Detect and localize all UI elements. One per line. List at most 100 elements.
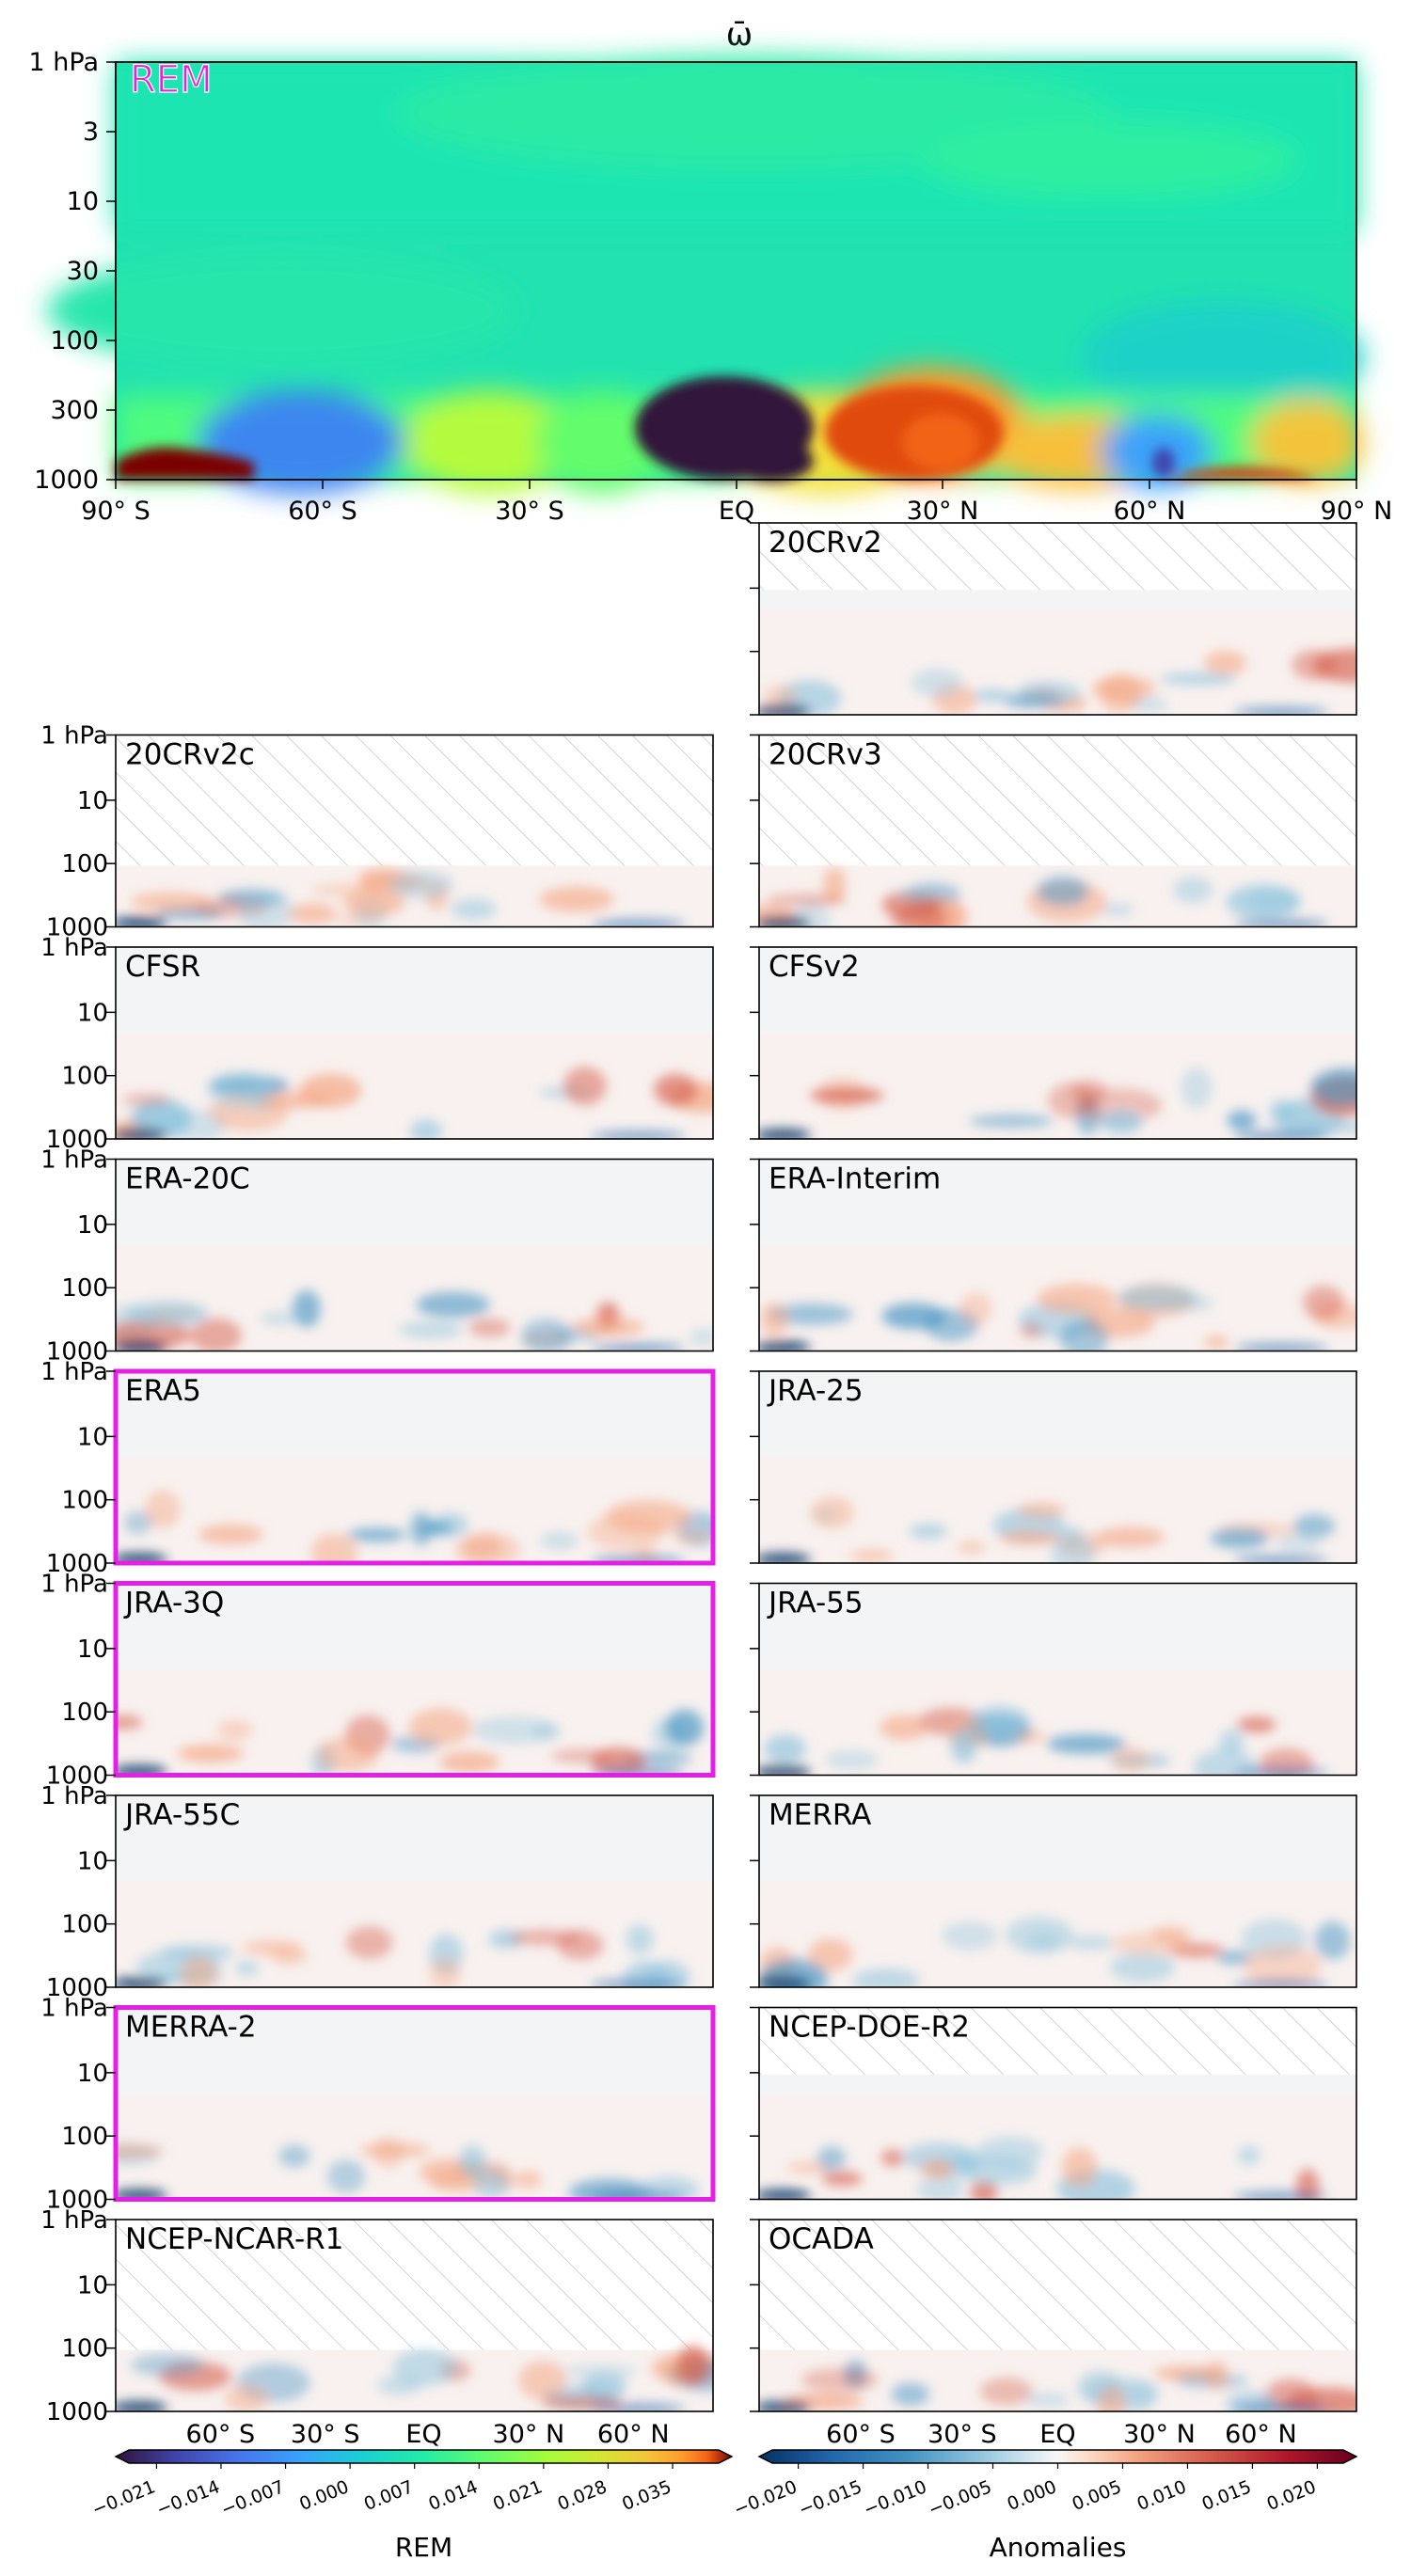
x-tick-label: 90° S xyxy=(81,497,151,526)
panel-name-label: MERRA-2 xyxy=(125,2011,257,2045)
colorbar-tick-label: −0.007 xyxy=(218,2476,287,2521)
panel-name-label: 20CRv2 xyxy=(769,526,882,560)
colorbar-label: Anomalies xyxy=(990,2532,1127,2563)
x-tick-label: 90° N xyxy=(1321,497,1393,526)
missing-data-hatch xyxy=(116,2220,713,2350)
y-tick-label: 1000 xyxy=(46,2187,108,2215)
anomaly-panel: JRA-55C 1 hPa 10 100 1000 xyxy=(40,1782,714,2002)
panel-frame xyxy=(758,2006,1357,2201)
panel-name-label: JRA-25 xyxy=(767,1374,864,1408)
anomaly-colorbar: 60° S 30° S EQ 30° N 60° N −0.020−0.015−0.010… xyxy=(731,2420,1358,2563)
y-tick-label: 100 xyxy=(61,2123,108,2151)
colorbar-tick-label: 0.000 xyxy=(296,2476,352,2515)
anomaly-panel: ERA5 1 hPa 10 100 1000 xyxy=(40,1358,716,1578)
anomaly-field xyxy=(759,1916,1351,1987)
anomaly-field xyxy=(759,648,1356,715)
panel-name-label: ERA-20C xyxy=(125,1162,250,1196)
missing-data-hatch xyxy=(116,735,713,866)
x-tick-label: 60° N xyxy=(1114,497,1186,526)
panel-name-label: JRA-55C xyxy=(123,1798,240,1832)
y-tick-label: 10 xyxy=(77,999,108,1027)
anomaly-field xyxy=(116,1289,713,1351)
colorbar-tick-label: −0.005 xyxy=(926,2476,994,2521)
y-tick-label: 1 hPa xyxy=(40,934,108,962)
anomaly-field xyxy=(759,1283,1356,1351)
y-tick-label: 100 xyxy=(61,1063,108,1091)
y-tick-label: 1000 xyxy=(34,466,99,495)
y-tick-label: 1000 xyxy=(46,1126,108,1154)
x-tick-label: 30° S xyxy=(291,2420,360,2449)
colorbar-tick-label: 0.028 xyxy=(555,2476,610,2515)
x-tick-label: 30° N xyxy=(907,497,979,526)
colorbar-tick-label: 0.020 xyxy=(1264,2476,1320,2515)
y-tick-label: 1000 xyxy=(46,914,108,942)
colorbar-tick-label: 0.007 xyxy=(361,2476,417,2515)
anomaly-panel: CFSv2 xyxy=(750,946,1357,1140)
y-tick-label: 1000 xyxy=(46,2398,108,2426)
y-tick-label: 1 hPa xyxy=(40,1782,108,1810)
y-tick-label: 1 hPa xyxy=(29,48,100,77)
x-tick-label: EQ xyxy=(1039,2420,1075,2449)
colorbar-tick-label: −0.020 xyxy=(731,2476,800,2521)
y-tick-label: 10 xyxy=(77,1423,108,1451)
anomaly-field xyxy=(759,1705,1328,1776)
rem-panel: REM xyxy=(47,56,1364,494)
missing-data-hatch xyxy=(759,523,1356,591)
rem-colorbar: 60° S 30° S EQ 30° N 60° N −0.021−0.014−0.007… xyxy=(89,2420,734,2563)
highlight-frame xyxy=(113,2005,716,2202)
anomaly-field xyxy=(759,2360,1356,2411)
panel-frame xyxy=(758,946,1357,1140)
missing-data-hatch xyxy=(759,2220,1356,2350)
panel-frame xyxy=(758,1370,1357,1564)
panel-name-label: ERA5 xyxy=(125,1374,201,1408)
y-tick-label: 100 xyxy=(50,326,99,356)
anomaly-field xyxy=(759,866,1328,927)
y-tick-label: 1000 xyxy=(46,1550,108,1578)
anomaly-panel: MERRA-2 1 hPa 10 100 1000 xyxy=(40,1995,716,2215)
colorbar-tick-label: −0.021 xyxy=(89,2476,158,2521)
figure-title: ω̄ xyxy=(726,16,753,54)
y-tick-label: 10 xyxy=(77,2060,108,2088)
panel-name-label: NCEP-NCAR-R1 xyxy=(125,2222,343,2256)
anomaly-panel: ERA-Interim xyxy=(750,1158,1357,1352)
x-tick-label: 60° S xyxy=(186,2420,256,2449)
anomaly-field xyxy=(116,1708,705,1776)
colorbar-tick-label: 0.000 xyxy=(1005,2476,1060,2515)
anomaly-field xyxy=(116,868,685,927)
panel-frame xyxy=(115,2219,714,2412)
colorbar-tick-label: 0.015 xyxy=(1199,2476,1255,2515)
missing-data-hatch xyxy=(759,735,1356,866)
anomaly-field xyxy=(116,2136,700,2200)
panel-frame xyxy=(758,734,1357,928)
anomaly-field xyxy=(116,1924,690,1987)
panel-name-label: OCADA xyxy=(769,2222,874,2256)
panel-frame xyxy=(758,1158,1357,1352)
anomaly-panel: JRA-3Q 1 hPa 10 100 1000 xyxy=(40,1571,716,1791)
anomaly-panel: JRA-55 xyxy=(750,1582,1357,1777)
panel-name-label: JRA-55 xyxy=(767,1587,864,1620)
anomaly-panel: 20CRv2 xyxy=(750,522,1357,716)
panel-name-label: ERA-Interim xyxy=(769,1162,941,1196)
x-tick-label: 60° S xyxy=(288,497,357,526)
y-tick-label: 100 xyxy=(61,1487,108,1515)
anomaly-field xyxy=(759,2136,1328,2200)
x-tick-label: 30° N xyxy=(1123,2420,1196,2449)
y-tick-label: 10 xyxy=(77,1211,108,1240)
panel-name-label: 20CRv3 xyxy=(769,738,882,772)
panel-frame xyxy=(115,1158,714,1352)
y-tick-label: 1000 xyxy=(46,1338,108,1367)
anomaly-panel: MERRA xyxy=(750,1794,1357,1988)
panel-frame xyxy=(115,1794,714,1988)
x-tick-label: 30° S xyxy=(927,2420,997,2449)
y-tick-label: 3 xyxy=(83,118,99,147)
anomaly-panel: 20CRv2c 1 hPa 10 100 1000 xyxy=(40,722,714,942)
y-tick-label: 1 hPa xyxy=(40,1146,108,1175)
y-tick-label: 300 xyxy=(50,396,99,425)
rem-panel-label: REM xyxy=(130,58,213,102)
y-tick-label: 1000 xyxy=(46,1762,108,1791)
y-tick-label: 10 xyxy=(77,2271,108,2299)
anomaly-panel: 20CRv3 xyxy=(750,734,1357,928)
y-tick-label: 1 hPa xyxy=(40,722,108,751)
